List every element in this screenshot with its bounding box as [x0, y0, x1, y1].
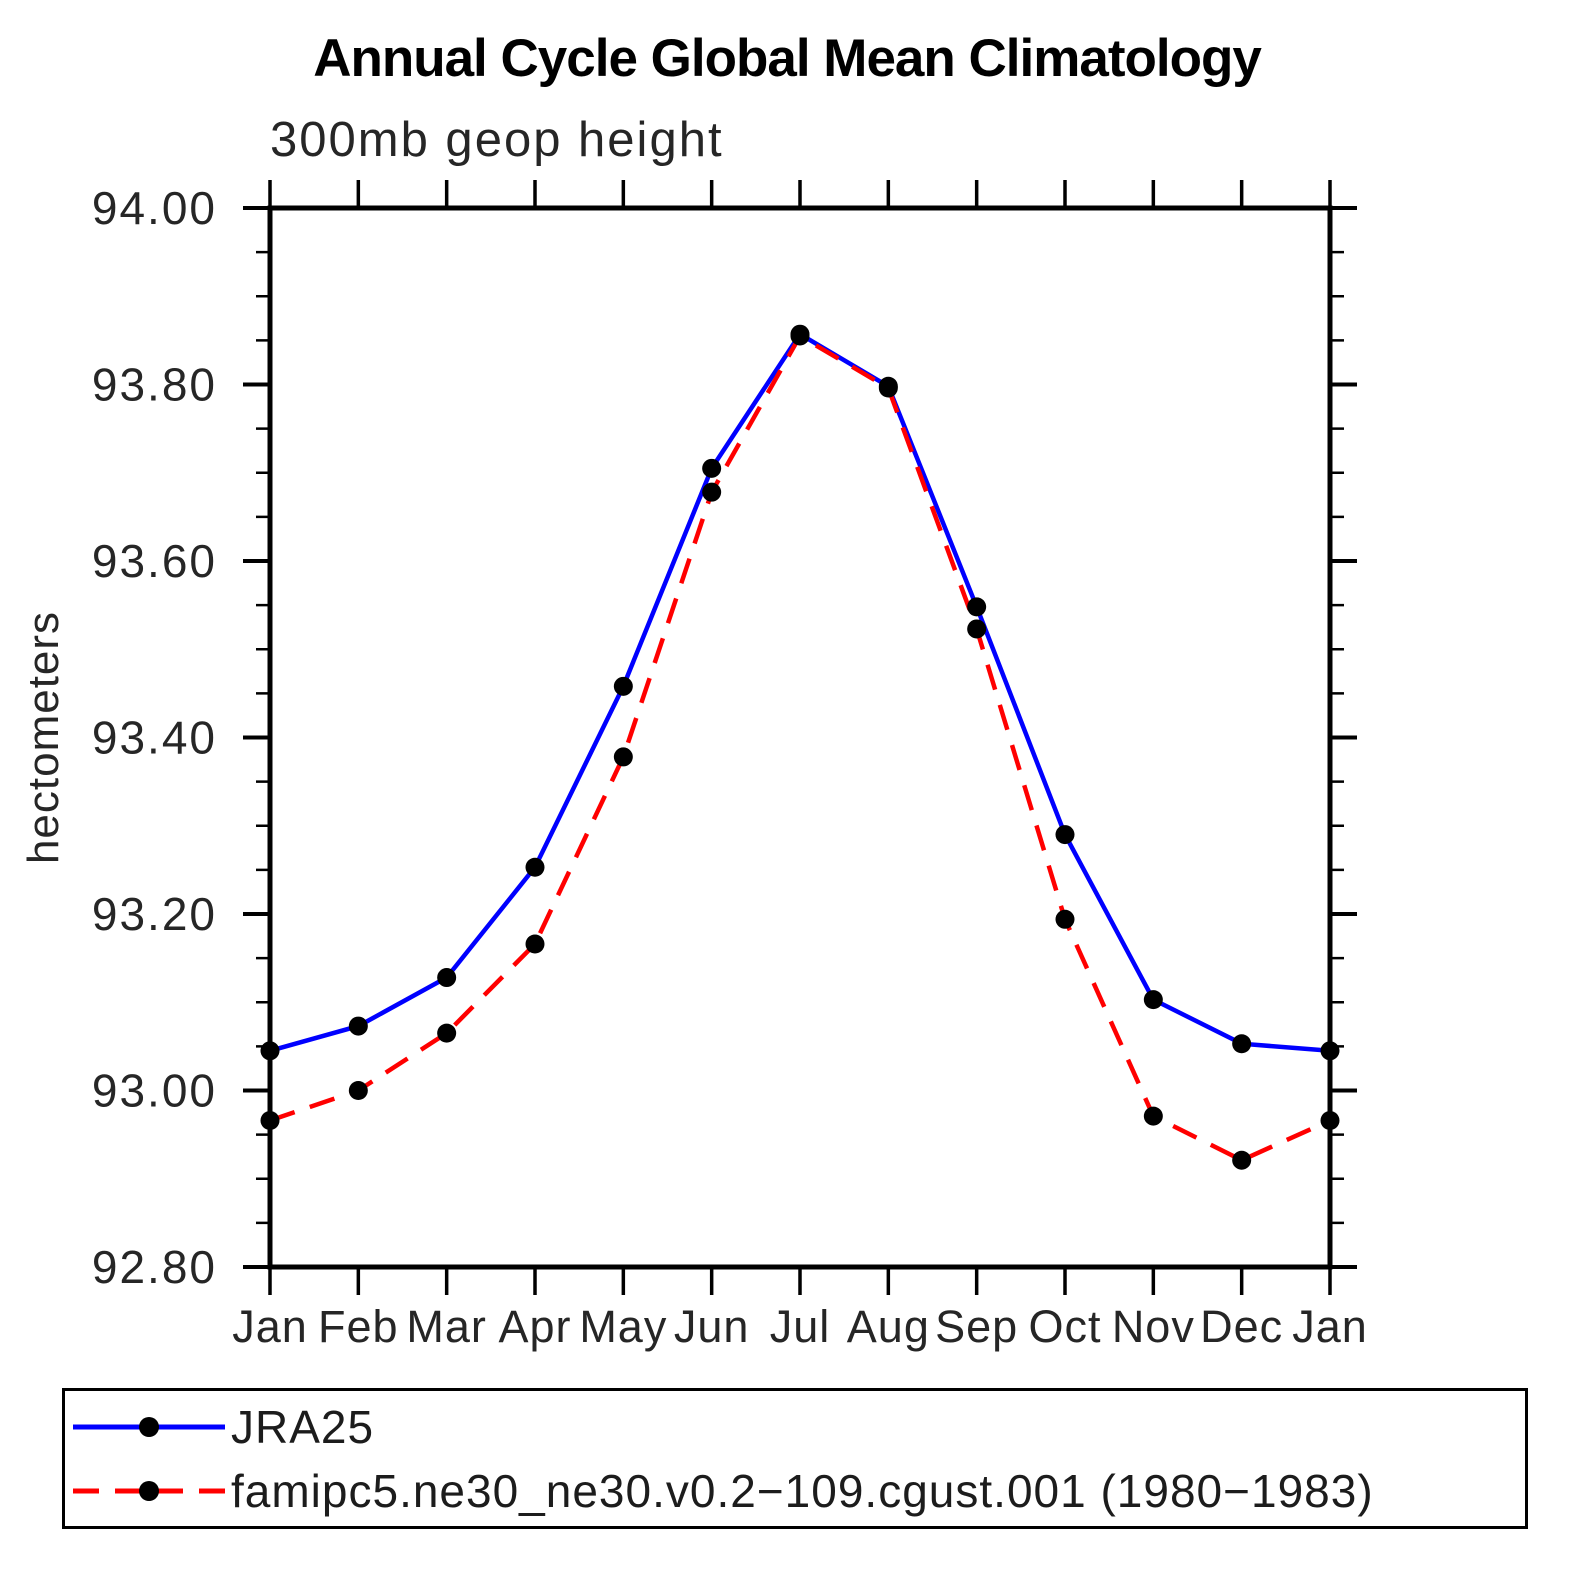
chart-canvas: Jan Feb Mar Apr May Jun Jul Aug Sep Oct Nov Dec Jan9… — [19, 180, 1368, 1352]
data-point-marker-series-0 — [613, 676, 633, 696]
chart-title: Annual Cycle Global Mean Climatology — [313, 29, 1262, 88]
y-tick-label: 93.20 — [92, 888, 217, 940]
data-point-marker-series-0 — [1143, 990, 1163, 1010]
y-tick-label: 93.80 — [92, 359, 217, 411]
legend-line-sample-famipc5 — [73, 1480, 225, 1501]
data-point-marker-series-1 — [525, 934, 545, 954]
legend-row-jra25: JRA25 — [69, 1399, 1525, 1455]
legend-marker-dot-icon — [139, 1480, 159, 1501]
x-tick-label: Oct — [1028, 1301, 1101, 1352]
data-point-marker-series-1 — [1232, 1150, 1252, 1170]
x-tick-label: Apr — [498, 1301, 571, 1352]
legend: JRA25 famipc5.ne30_ne30.v0.2−109.cgust.0… — [62, 1388, 1528, 1529]
data-point-marker-series-0 — [260, 1041, 280, 1061]
y-tick-label: 93.40 — [92, 712, 217, 764]
data-point-marker-series-0 — [1055, 825, 1075, 845]
data-point-marker-series-0 — [1320, 1041, 1340, 1061]
data-point-marker-series-0 — [702, 458, 722, 478]
x-tick-label: Nov — [1112, 1301, 1195, 1352]
y-axis-title: hectometers — [19, 611, 68, 864]
x-tick-label: Dec — [1200, 1301, 1283, 1352]
x-tick-label: Jun — [674, 1301, 750, 1352]
data-point-marker-series-1 — [702, 482, 722, 502]
x-tick-label: Jul — [770, 1301, 831, 1352]
x-tick-label: Aug — [847, 1301, 930, 1352]
data-point-marker-series-1 — [1143, 1106, 1163, 1126]
data-point-marker-series-1 — [790, 326, 810, 346]
data-point-marker-series-1 — [1055, 909, 1075, 929]
y-tick-label: 94.00 — [92, 182, 217, 234]
legend-label-jra25: JRA25 — [231, 1400, 375, 1453]
y-tick-label: 93.60 — [92, 535, 217, 587]
y-tick-label: 92.80 — [92, 1241, 217, 1293]
chart-subtitle: 300mb geop height — [270, 113, 724, 167]
series-line-0 — [269, 331, 1331, 1054]
data-point-marker-series-1 — [878, 378, 898, 398]
data-point-marker-series-1 — [1320, 1111, 1340, 1131]
data-point-marker-series-0 — [348, 1016, 368, 1036]
legend-marker-dot-icon — [139, 1416, 159, 1437]
y-tick-label: 93.00 — [92, 1065, 217, 1117]
data-point-marker-series-1 — [437, 1023, 457, 1043]
x-tick-label: Jan — [232, 1301, 308, 1352]
x-tick-label: Feb — [318, 1301, 399, 1352]
legend-label-famipc5: famipc5.ne30_ne30.v0.2−109.cgust.001 (19… — [231, 1464, 1374, 1517]
x-tick-label: Jan — [1292, 1301, 1368, 1352]
x-tick-label: Sep — [935, 1301, 1018, 1352]
plot-frame — [267, 205, 1333, 1270]
data-point-marker-series-0 — [525, 857, 545, 877]
x-tick-label: Mar — [406, 1301, 487, 1352]
data-point-marker-series-1 — [348, 1081, 368, 1100]
data-point-marker-series-0 — [967, 597, 987, 617]
data-point-marker-series-1 — [613, 747, 633, 767]
x-tick-label: May — [579, 1301, 667, 1352]
legend-row-famipc5: famipc5.ne30_ne30.v0.2−109.cgust.001 (19… — [69, 1463, 1525, 1519]
data-point-marker-series-0 — [437, 968, 457, 988]
series-line-1 — [269, 332, 1331, 1163]
data-point-marker-series-0 — [1232, 1034, 1252, 1054]
data-point-marker-series-1 — [260, 1111, 280, 1131]
legend-line-sample-jra25 — [73, 1416, 225, 1437]
data-point-marker-series-1 — [967, 619, 987, 639]
